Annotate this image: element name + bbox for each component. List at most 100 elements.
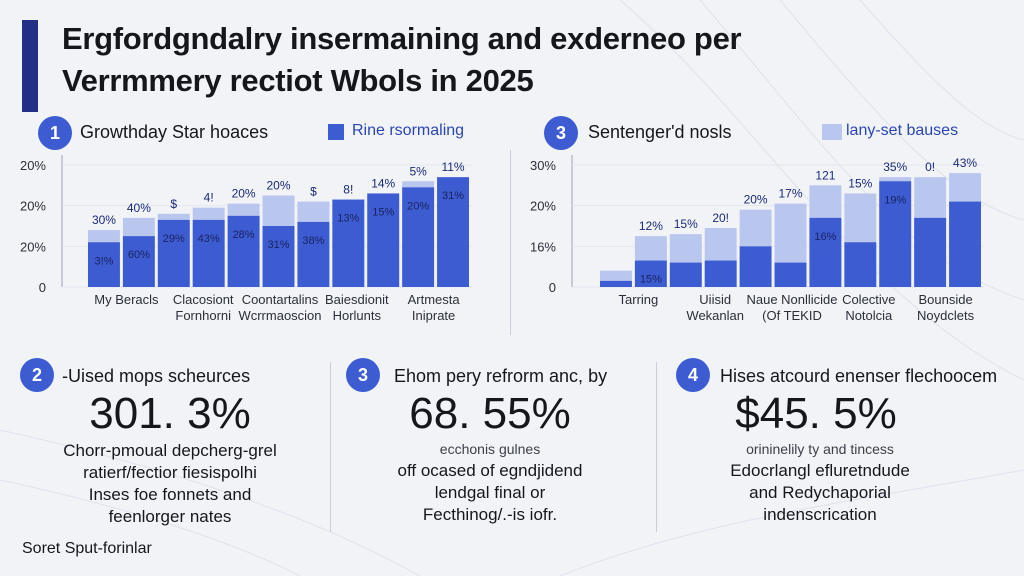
stat2-title: Ehom pery refrorm anc, by [394,366,608,386]
bar-value-label: $ [310,185,317,199]
bar-dark [122,236,155,287]
bar-dark [949,201,981,287]
bar-dark [402,187,435,287]
bar-value-label: 12% [639,219,663,233]
x-category-label: Artmesta [408,292,461,307]
bar-dark [297,221,330,287]
x-category-label: Wcrrmaoscion [238,308,321,323]
bar-dark [367,193,400,287]
title-accent-bar [22,20,38,112]
bar-dark [879,181,912,287]
x-category-label: Colective [842,292,895,307]
title-line-2: Verrmmery rectiot Wbols in 2025 [62,63,534,98]
x-category-label: Iniprate [412,308,455,323]
bar-dark [739,246,772,287]
y-tick-label: 30% [530,158,556,173]
bar-inner-label: 31% [267,239,289,251]
bar-inner-label: 29% [163,233,185,245]
stat2-description: ecchonis gulnes off ocased of egndjidend… [340,438,640,526]
bar-dark [600,280,632,287]
bar-inner-label: 31% [442,190,464,202]
bar-value-label: 17% [778,187,802,201]
panel2-number-badge: 3 [544,116,578,150]
bar-inner-label: 38% [302,235,324,247]
bar-value-label: 40% [127,201,151,215]
bar-dark [809,217,842,287]
stat1-line: Chorr-pmoual depcherg-grel [63,441,277,460]
y-tick-label: 20% [20,239,46,254]
bar-value-label: 121 [815,168,835,182]
y-tick-label: 0 [39,280,46,295]
stat1-number-badge: 2 [20,358,54,392]
bar-dark [634,260,667,287]
bar-value-label: 20% [232,187,256,201]
stat2-line: off ocased of egndjidend [397,461,583,480]
stat2-line: Fecthinog/.-is iofr. [422,505,558,524]
y-tick-label: 20% [20,199,46,214]
bar-inner-label: 20% [407,200,429,212]
x-category-label: Clacosiont [173,292,234,307]
x-category-label: Notolcia [845,308,893,323]
stat1-line: Inses foe fonnets and [88,485,252,504]
panel2-title: Sentenger'd nosls [588,122,732,142]
x-category-label: Wekanlan [686,308,744,323]
bar-value-label: 30% [92,213,116,227]
bar-value-label: 14% [371,176,395,190]
bar-dark [262,226,295,287]
bar-dark [192,219,225,287]
x-category-label: Tarring [619,292,659,307]
panel2-legend-swatch [822,124,842,140]
stat3-description: orininelily ty and tincess Edocrlangl ef… [660,438,980,526]
bar-inner-label: 43% [198,233,220,245]
y-tick-label: 0 [549,280,556,295]
bar-value-label: 15% [674,217,698,231]
stat2-line: lendgal final or [434,483,546,502]
x-category-label: My Beracls [94,292,159,307]
y-tick-label: 16% [530,239,556,254]
stat1-value: 301. 3% [89,389,251,438]
stat-divider-2 [656,362,657,532]
bar-value-label: 11% [441,160,464,174]
bar-inner-label: 13% [337,213,359,225]
stat1-description: Chorr-pmoual depcherg-grel ratierf/fecti… [20,440,320,528]
stat2-subtitle: ecchonis gulnes [439,441,541,457]
bar-dark [332,199,365,287]
stat1-title: -Uised mops scheurces [62,366,251,386]
bar-dark [774,262,807,287]
bar-dark [914,217,947,287]
bar-inner-label: 15% [640,274,662,286]
stat3-line: and Redychaporial [749,483,891,502]
bar-value-label: 15% [848,176,872,190]
bar-inner-label: 28% [233,229,255,241]
bar-dark [88,242,120,287]
y-tick-label: 20% [20,158,46,173]
bar-dark [437,177,469,287]
x-category-label: Naue Nonllicide [746,292,837,307]
x-category-label: (Of TEKID [762,308,822,323]
stat3-line: Edocrlangl efluretndude [730,461,910,480]
stat1-line: ratierf/fectior fiesispolhi [83,463,257,482]
bar-dark [704,260,737,287]
stat-divider-1 [330,362,331,532]
y-tick-label: 20% [530,199,556,214]
x-category-label: Bounside [918,292,972,307]
bar-value-label: 20% [266,179,290,193]
stat2-value: 68. 55% [409,389,571,438]
panel1-legend-label: Rine rsormaling [352,122,465,139]
bar-value-label: 5% [409,164,427,178]
title-line-1: Ergfordgndalry insermaining and exderneo… [62,21,742,56]
bar-value-label: $ [170,197,177,211]
page-title: Ergfordgndalry insermaining and exderneo… [62,18,962,102]
bar-inner-label: 19% [884,194,906,206]
stat3-title: Hises atcourd enenser flechoocem [720,366,998,386]
panel1-title: Growthday Star hoaces [80,122,269,142]
chart-divider [510,150,511,335]
bar-value-label: 20% [744,193,768,207]
bar-inner-label: 15% [372,206,394,218]
stat2-number-badge: 3 [346,358,380,392]
bar-value-label: 43% [953,156,977,170]
stat3-line: indenscrication [763,505,877,524]
bar-inner-label: 16% [814,231,836,243]
stat3-subtitle: orininelily ty and tincess [746,441,894,457]
